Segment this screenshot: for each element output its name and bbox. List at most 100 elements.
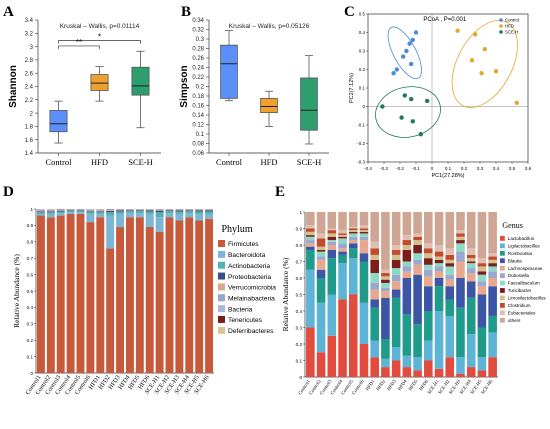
bar-segment (116, 209, 125, 211)
legend-swatch (218, 240, 225, 247)
panel-e-genus-stacked-bar: 0 0.1 0.2 0.3 0.4 0.5 0.6 0.7 0.8 0.9 1 Relative Ab… (281, 210, 546, 396)
bar-segment (338, 251, 347, 255)
scatter-point (402, 93, 407, 98)
bar-segment (370, 259, 379, 274)
panel-d-phylum-stacked-bar: 0 0.1 0.2 0.3 0.4 0.5 0.6 0.7 0.8 0.9 1 Relative Ab… (12, 207, 276, 396)
y-tick-label: 0.4 (296, 309, 303, 314)
bar-segment (445, 299, 455, 316)
y-tick-label: 0.32 (192, 28, 204, 34)
scatter-point (399, 115, 404, 120)
bar-segment (165, 217, 174, 373)
bar-segment (56, 209, 65, 211)
bar-segment (402, 367, 412, 377)
bar-segment (466, 367, 476, 377)
y-tick-label: 2 (30, 111, 34, 117)
x-tick-label: Control6 (352, 379, 366, 396)
bar-segment (145, 213, 154, 228)
bar-segment (46, 217, 55, 373)
bar-segment (96, 212, 105, 214)
bar-segment (155, 210, 164, 213)
bar-segment (155, 231, 164, 373)
bar-segment (306, 269, 315, 328)
bar-segment (316, 238, 326, 247)
y-tick-label: 0.8 (296, 243, 303, 248)
bar-segment (413, 274, 422, 325)
legend-swatch (218, 315, 225, 323)
bar-segment (391, 360, 401, 377)
bar-segment (96, 210, 105, 212)
x-tick-label: -0.2 (396, 166, 404, 171)
scatter-point (479, 71, 484, 76)
y-axis-title: Simpson (179, 65, 190, 107)
bar-segment (165, 211, 174, 214)
x-tick-label: 0.6 (525, 166, 532, 171)
bar-segment (66, 212, 75, 214)
bar-segment (434, 259, 444, 264)
bar-segment (424, 360, 433, 377)
bar-segment (391, 212, 401, 245)
legend-label: Verrucomicrobia (228, 285, 276, 292)
bar-segment (327, 249, 337, 259)
bar-segment (359, 253, 369, 262)
x-tick-label: -0.1 (412, 166, 420, 171)
y-tick-label: 0.5 (296, 292, 303, 297)
bar-segment (185, 217, 194, 373)
bar-segment (359, 236, 369, 241)
bar-segment (135, 210, 144, 212)
bar-segment (359, 302, 369, 344)
y-tick-label: 0.34 (192, 18, 204, 24)
bar-segment (391, 297, 401, 348)
bar-segment (327, 335, 337, 377)
legend-swatch (500, 258, 505, 264)
x-tick-label: 0.2 (461, 166, 468, 171)
y-tick-label: 0.3 (27, 322, 34, 327)
legend-swatch (500, 265, 505, 271)
bar-segment (348, 233, 358, 237)
bar-segment (424, 269, 433, 277)
legend-swatch (218, 326, 225, 334)
bar-segment (466, 212, 476, 249)
bar-segment (402, 261, 412, 267)
bar-segment (306, 228, 315, 232)
bar-segment (381, 287, 390, 292)
confidence-ellipse-1 (451, 19, 518, 108)
bar-segment (338, 212, 347, 231)
bar-segment (456, 230, 465, 234)
chart-title: PCoA , P=0.001 (423, 17, 467, 23)
bar-segment (165, 210, 174, 212)
box-1 (260, 97, 278, 114)
bar-segment (488, 256, 497, 260)
bar-segment (488, 212, 497, 254)
bar-segment (424, 212, 433, 244)
bar-segment (96, 211, 105, 213)
bar-segment (205, 211, 214, 214)
bar-segment (413, 245, 422, 254)
bar-segment (402, 240, 412, 245)
bar-segment (205, 213, 214, 219)
x-tick-label: HFD5 (408, 379, 419, 392)
bar-segment (477, 258, 487, 264)
bar-segment (456, 251, 465, 262)
y-tick-label: 0.1 (196, 132, 205, 138)
bar-segment (195, 220, 204, 373)
bar-segment (370, 241, 379, 249)
bar-segment (338, 263, 347, 300)
bar-segment (306, 327, 315, 377)
y-tick-label: 0.14 (192, 113, 204, 119)
bar-segment (413, 264, 422, 275)
bar-segment (145, 211, 154, 214)
panel-c-pcoa-scatter: -0.4 -0.3 -0.2 -0.1 0 0.1 0.2 0.3 0.4 0.5 0.6-0.3-… (349, 12, 532, 179)
bar-segment (381, 339, 390, 359)
bar-segment (327, 245, 337, 250)
bar-segment (445, 212, 455, 249)
bar-segment (391, 254, 401, 260)
bar-segment (175, 213, 184, 221)
legend-swatch (500, 310, 505, 316)
legend-swatch (218, 283, 225, 291)
bar-segment (381, 276, 390, 280)
bar-segment (466, 263, 476, 269)
bar-segment (106, 210, 115, 213)
legend-label: Proteobacteria (228, 274, 271, 281)
scatter-point (514, 100, 519, 106)
